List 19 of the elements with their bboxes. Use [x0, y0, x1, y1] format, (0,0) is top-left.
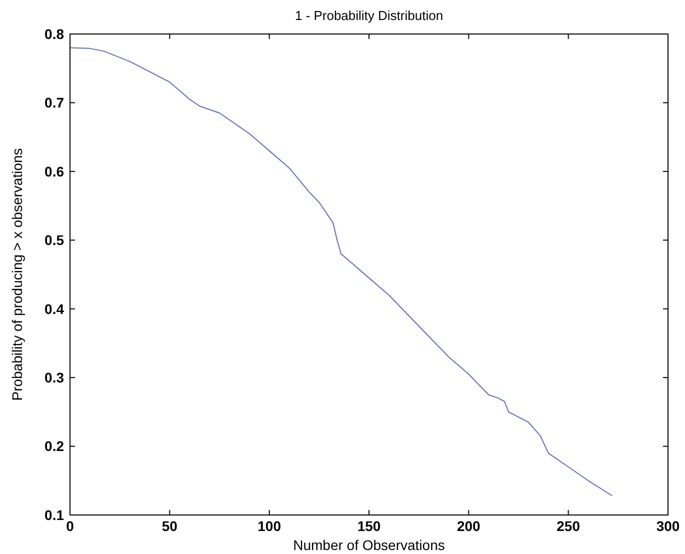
- x-tick-label: 200: [456, 518, 481, 534]
- line-series: [70, 47, 613, 496]
- y-tick-label: 0.7: [44, 94, 64, 111]
- y-tick-label: 0.3: [44, 369, 64, 386]
- y-tick-label: 0.8: [44, 26, 64, 42]
- y-tick-label: 0.1: [44, 506, 64, 523]
- y-tick-label: 0.5: [44, 232, 64, 248]
- x-tick-label: 50: [162, 518, 178, 534]
- x-tick-label: 250: [556, 518, 580, 534]
- y-tick-label: 0.6: [44, 163, 64, 180]
- chart-title: 1 - Probability Distribution: [294, 8, 444, 23]
- y-tick-label: 0.4: [44, 300, 64, 317]
- x-tick-label: 150: [357, 518, 381, 534]
- y-axis-title: Probability of producing > x observations: [9, 148, 25, 401]
- x-tick-label: 100: [258, 518, 282, 534]
- x-tick-label: 300: [656, 518, 680, 534]
- y-tick-label: 0.2: [44, 438, 64, 454]
- x-tick-label: 0: [66, 518, 74, 534]
- x-axis-title: Number of Observations: [293, 537, 445, 553]
